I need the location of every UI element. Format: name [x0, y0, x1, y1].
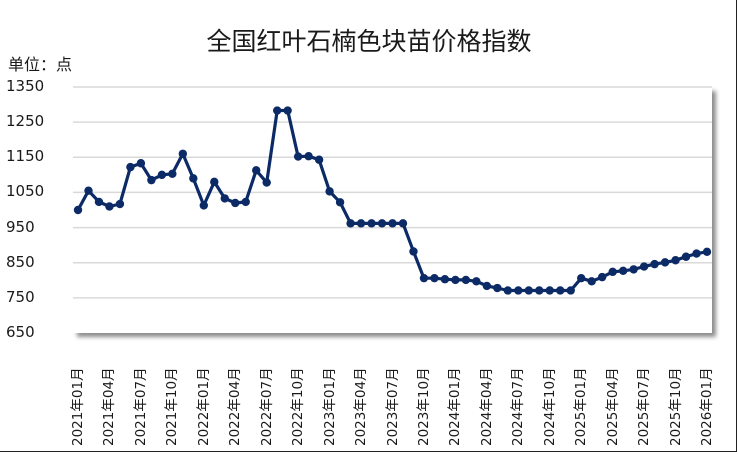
data-point-marker: [430, 273, 439, 283]
series-markers: [73, 106, 712, 295]
data-point-marker: [577, 273, 586, 283]
data-point-marker: [639, 262, 649, 271]
data-point-marker: [451, 275, 460, 285]
data-point-marker: [241, 197, 250, 207]
data-point-marker: [283, 106, 292, 115]
data-point-marker: [293, 152, 303, 161]
data-point-marker: [440, 275, 450, 284]
data-point-marker: [314, 155, 324, 164]
data-point-marker: [252, 166, 261, 175]
data-point-marker: [409, 247, 418, 256]
data-point-marker: [556, 286, 565, 295]
data-point-marker: [545, 286, 554, 295]
plot-background: [73, 87, 712, 333]
data-point-marker: [304, 152, 313, 161]
data-point-marker: [199, 201, 208, 210]
data-point-marker: [189, 174, 198, 183]
data-point-marker: [94, 197, 104, 207]
data-point-marker: [650, 259, 659, 269]
data-point-marker: [147, 175, 156, 185]
y-tick-label: 1050: [6, 182, 45, 201]
data-point-marker: [535, 286, 544, 295]
data-point-marker: [482, 281, 492, 291]
data-point-marker: [168, 169, 177, 179]
data-point-marker: [587, 277, 596, 286]
data-point-marker: [178, 149, 188, 158]
y-tick-label: 750: [6, 287, 35, 306]
data-point-marker: [618, 266, 628, 275]
data-point-marker: [262, 178, 271, 187]
data-point-marker: [461, 275, 471, 285]
y-tick-label: 1250: [6, 112, 45, 131]
data-point-marker: [524, 286, 533, 295]
data-point-marker: [608, 267, 617, 277]
data-point-marker: [671, 256, 680, 265]
data-point-marker: [115, 199, 125, 209]
data-point-marker: [629, 265, 638, 274]
y-tick-label: 1150: [6, 147, 45, 166]
data-point-marker: [388, 219, 397, 228]
y-tick-label: 1350: [6, 77, 45, 95]
data-point-marker: [220, 194, 229, 203]
data-point-marker: [503, 286, 513, 295]
data-point-marker: [84, 186, 93, 195]
data-point-marker: [660, 258, 670, 267]
data-point-marker: [566, 286, 575, 295]
data-point-marker: [346, 219, 355, 228]
data-point-marker: [377, 219, 387, 228]
y-tick-label: 650: [6, 323, 35, 341]
data-point-marker: [702, 247, 712, 257]
data-point-marker: [157, 170, 167, 180]
data-point-marker: [493, 283, 502, 293]
data-point-marker: [597, 272, 607, 282]
data-point-marker: [681, 252, 691, 261]
data-point-marker: [126, 162, 135, 172]
data-point-marker: [272, 106, 282, 115]
gridlines: [73, 86, 712, 299]
data-point-marker: [136, 159, 146, 168]
unit-label: 单位：点: [8, 55, 73, 74]
data-point-marker: [210, 177, 219, 187]
data-point-marker: [419, 273, 429, 283]
data-point-marker: [472, 277, 481, 286]
chart-title: 全国红叶石楠色块苗价格指数: [206, 27, 532, 56]
data-point-marker: [367, 219, 376, 228]
data-point-marker: [692, 249, 701, 258]
data-point-marker: [325, 187, 334, 196]
y-tick-label: 850: [6, 252, 35, 271]
data-point-marker: [514, 286, 523, 295]
data-point-marker: [105, 202, 114, 211]
data-point-marker: [398, 219, 408, 228]
data-point-marker: [335, 198, 345, 207]
data-point-marker: [356, 219, 366, 228]
data-point-marker: [73, 205, 83, 215]
y-tick-label: 950: [6, 217, 35, 236]
data-point-marker: [231, 198, 240, 208]
